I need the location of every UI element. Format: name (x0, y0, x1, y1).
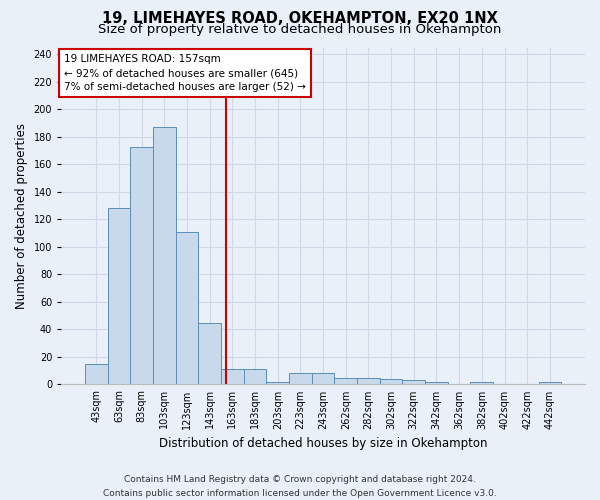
Bar (85, 364, 107, 384)
Bar (176, 232, 199, 384)
Bar (244, 370, 266, 384)
Text: 19 LIMEHAYES ROAD: 157sqm
← 92% of detached houses are smaller (645)
7% of semi-: 19 LIMEHAYES ROAD: 157sqm ← 92% of detac… (64, 54, 306, 92)
Bar (199, 322, 221, 384)
Bar (403, 380, 425, 384)
Bar (107, 208, 130, 384)
Bar (425, 382, 448, 384)
Text: 19, LIMEHAYES ROAD, OKEHAMPTON, EX20 1NX: 19, LIMEHAYES ROAD, OKEHAMPTON, EX20 1NX (102, 11, 498, 26)
Bar (380, 379, 403, 384)
Bar (289, 374, 312, 384)
Bar (221, 370, 244, 384)
Bar (539, 382, 561, 384)
Bar (357, 378, 380, 384)
Bar (334, 378, 357, 384)
Text: Size of property relative to detached houses in Okehampton: Size of property relative to detached ho… (98, 22, 502, 36)
Bar (470, 382, 493, 384)
Bar (130, 146, 153, 384)
Y-axis label: Number of detached properties: Number of detached properties (15, 123, 28, 309)
Text: Contains HM Land Registry data © Crown copyright and database right 2024.
Contai: Contains HM Land Registry data © Crown c… (103, 476, 497, 498)
Bar (266, 382, 289, 384)
Bar (312, 374, 334, 384)
X-axis label: Distribution of detached houses by size in Okehampton: Distribution of detached houses by size … (159, 437, 487, 450)
Bar (153, 128, 176, 384)
